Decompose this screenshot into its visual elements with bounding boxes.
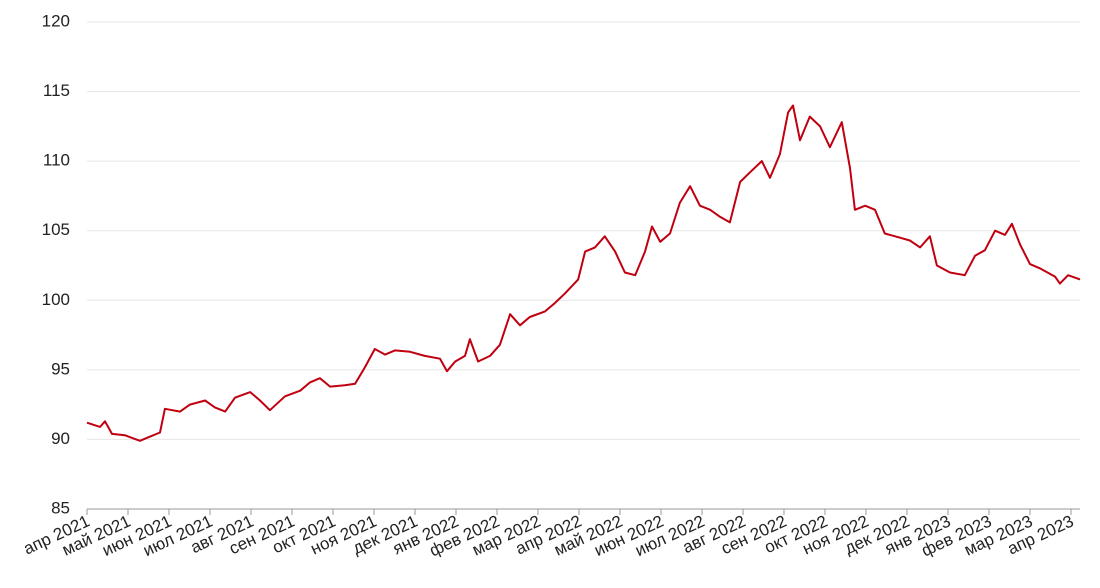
- y-tick-label: 110: [43, 151, 70, 170]
- y-tick-label: 90: [51, 429, 70, 448]
- y-tick-label: 85: [51, 498, 70, 517]
- y-tick-label: 100: [42, 290, 70, 309]
- line-series: [86, 104, 1081, 442]
- y-tick-label: 120: [42, 11, 70, 30]
- y-tick-label: 105: [42, 220, 70, 239]
- y-tick-label: 115: [43, 81, 70, 100]
- y-tick-label: 95: [51, 359, 70, 378]
